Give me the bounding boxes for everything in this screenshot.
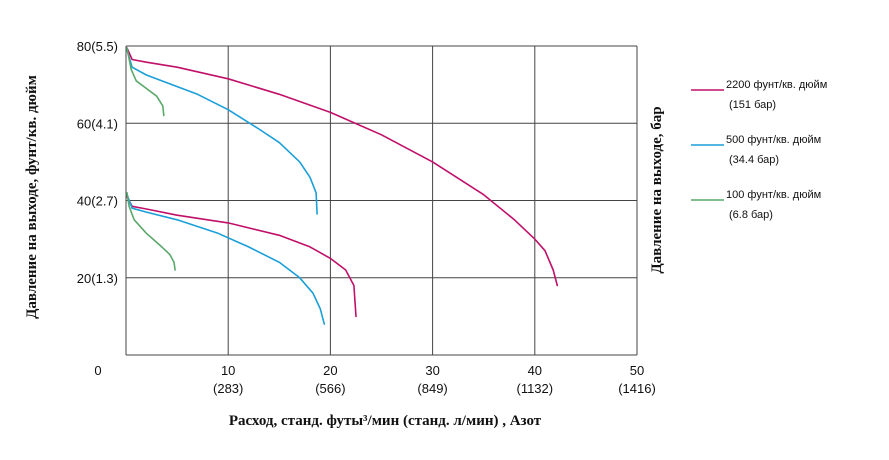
x-tick-label: 20 bbox=[323, 363, 337, 378]
legend: 2200 фунт/кв. дюйм (151 бар) 500 фунт/кв. … bbox=[691, 79, 827, 221]
x-tick-label: 40 bbox=[528, 363, 542, 378]
y-tick-label: 80(5.5) bbox=[77, 39, 118, 54]
series-line bbox=[126, 192, 176, 271]
series-line bbox=[126, 195, 357, 318]
x-axis-title: Расход, станд. футы³/мин (станд. л/мин) … bbox=[229, 413, 542, 429]
y-tick-label: 40(2.7) bbox=[77, 194, 118, 209]
legend-sublabel: (6.8 бар) bbox=[729, 209, 773, 221]
x-tick-label: 0 bbox=[94, 363, 101, 378]
y-axis-title-right: Давление на выходе, бар bbox=[649, 106, 665, 273]
grid bbox=[125, 45, 638, 356]
legend-label: 100 фунт/кв. дюйм bbox=[726, 189, 821, 201]
y-axis-title-left: Давление на выходе, фунт/кв. дюйм bbox=[24, 75, 40, 319]
x-tick-sublabel: (283) bbox=[213, 381, 243, 396]
x-tick-sublabel: (1416) bbox=[618, 381, 656, 396]
y-tick-label: 60(4.1) bbox=[77, 116, 118, 131]
tick-labels: 0 10 (283) 20 (566) 30 (849) 40 (1132) 50 (1416) 20… bbox=[77, 39, 656, 396]
legend-label: 2200 фунт/кв. дюйм bbox=[726, 79, 827, 91]
x-tick-label: 30 bbox=[425, 363, 439, 378]
legend-sublabel: (151 бар) bbox=[729, 99, 776, 111]
x-tick-sublabel: (1132) bbox=[516, 381, 553, 396]
y-tick-label: 20(1.3) bbox=[77, 271, 118, 286]
legend-sublabel: (34.4 бар) bbox=[729, 154, 779, 166]
x-tick-label: 10 bbox=[221, 363, 235, 378]
series-line bbox=[126, 47, 165, 117]
x-tick-sublabel: (566) bbox=[315, 381, 345, 396]
legend-label: 500 фунт/кв. дюйм bbox=[726, 134, 821, 146]
series-line bbox=[126, 47, 559, 287]
x-tick-label: 50 bbox=[630, 363, 644, 378]
x-tick-sublabel: (849) bbox=[417, 381, 447, 396]
series-layer bbox=[126, 47, 559, 325]
series-line bbox=[126, 193, 326, 325]
series-line bbox=[126, 49, 318, 215]
